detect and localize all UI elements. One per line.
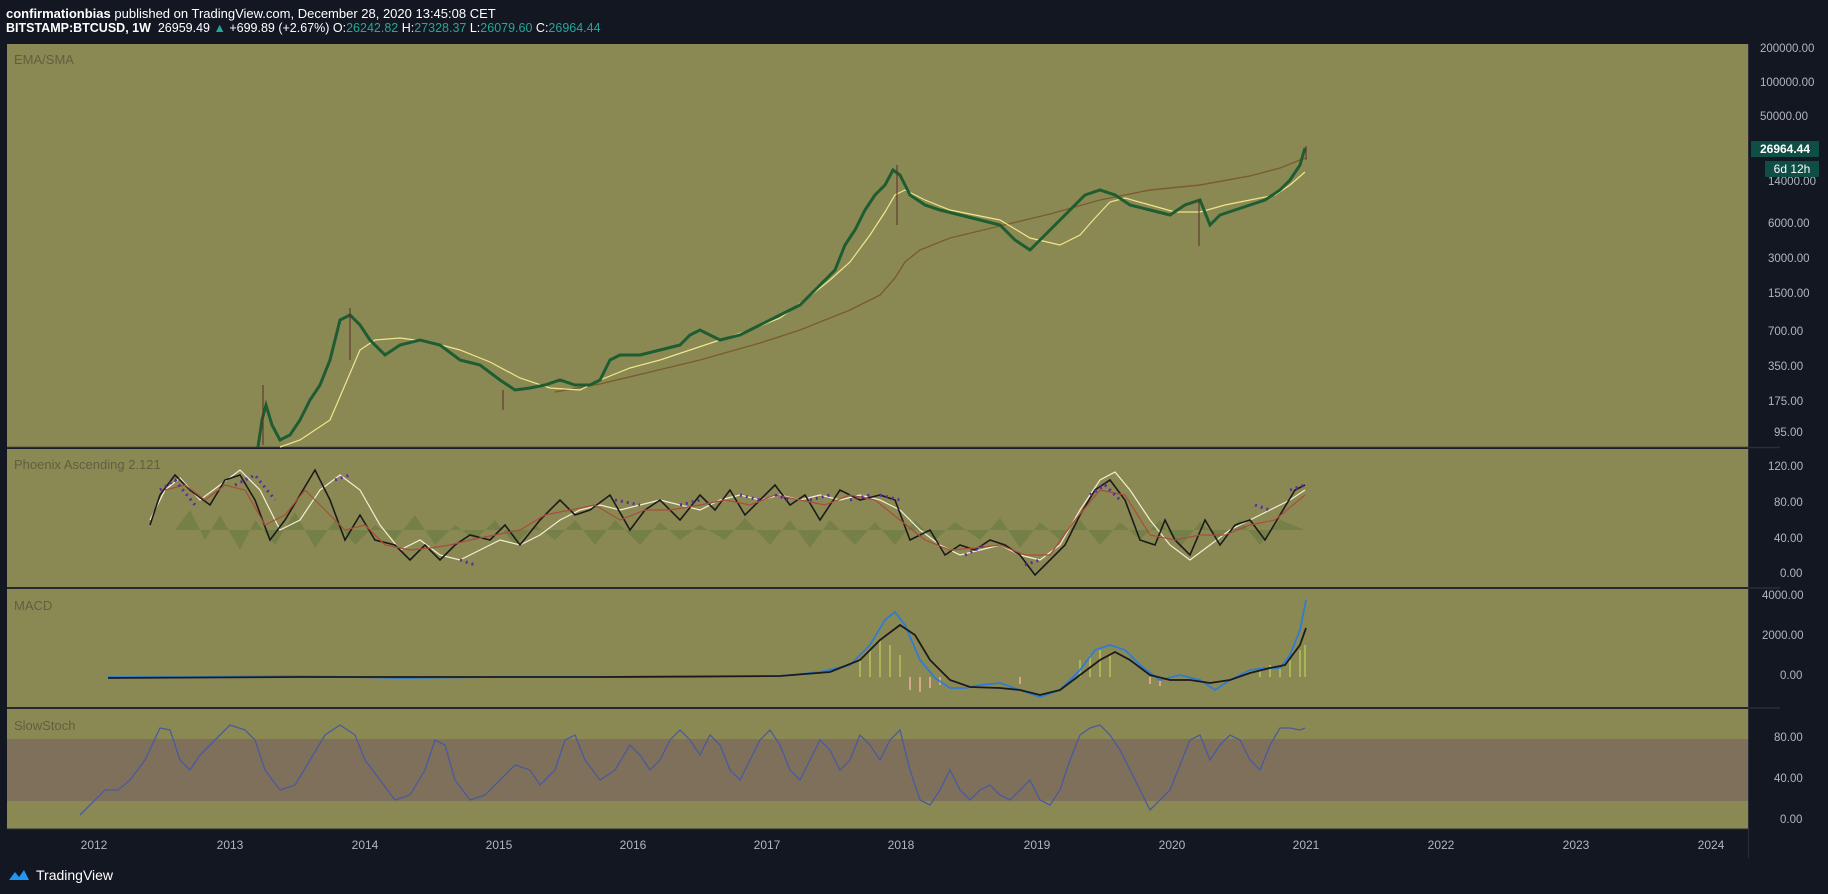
y-tick[interactable]: 175.00 [1768, 396, 1804, 408]
tradingview-brand[interactable]: TradingView [8, 867, 113, 883]
open-value: 26242.82 [346, 21, 399, 35]
y-tick[interactable]: 80.00 [1774, 732, 1803, 744]
y-tick[interactable]: 1500.00 [1768, 288, 1810, 300]
macd-pane-title[interactable]: MACD [14, 598, 53, 613]
price-change: +699.89 (+2.67%) [229, 21, 330, 35]
phoenix-white-line [149, 469, 1306, 561]
x-tick[interactable]: 2022 [1427, 838, 1455, 852]
macd-histogram [859, 640, 1306, 677]
phoenix-black-line [149, 468, 1306, 577]
footer: TradingView [0, 858, 1828, 894]
y-tick[interactable]: 200000.00 [1760, 43, 1815, 55]
stoch-band [7, 739, 1748, 801]
y-tick[interactable]: 350.00 [1768, 361, 1804, 373]
stoch-line [79, 724, 1306, 816]
y-tick[interactable]: 700.00 [1768, 326, 1804, 338]
chart-header: confirmationbias published on TradingVie… [0, 0, 1828, 44]
x-tick[interactable]: 2023 [1562, 838, 1590, 852]
x-tick[interactable]: 2020 [1158, 838, 1186, 852]
y-tick[interactable]: 4000.00 [1762, 590, 1804, 602]
main-pane[interactable] [7, 44, 1748, 447]
last-price: 26959.49 [157, 21, 210, 35]
symbol-line: BITSTAMP:BTCUSD, 1W 26959.49 ▲ +699.89 (… [6, 21, 601, 35]
symbol-name[interactable]: BITSTAMP:BTCUSD, 1W [6, 21, 151, 35]
y-tick[interactable]: 3000.00 [1768, 253, 1810, 265]
high-label: H: [401, 21, 415, 35]
close-value: 26964.44 [548, 21, 601, 35]
phoenix-pane[interactable] [7, 449, 1748, 587]
low-label: L: [469, 21, 481, 35]
up-arrow-icon: ▲ [213, 21, 226, 35]
x-tick[interactable]: 2016 [619, 838, 647, 852]
author-name[interactable]: confirmationbias [6, 6, 111, 21]
brand-name: TradingView [36, 867, 114, 883]
y-tick[interactable]: 120.00 [1768, 461, 1804, 473]
close-label: C: [535, 21, 549, 35]
x-tick[interactable]: 2024 [1697, 838, 1725, 852]
y-tick[interactable]: 0.00 [1780, 814, 1803, 826]
low-value: 26079.60 [480, 21, 533, 35]
stoch-pane-title[interactable]: SlowStoch [14, 718, 76, 733]
open-label: O: [332, 21, 347, 35]
price-wicks [262, 146, 1307, 445]
y-tick[interactable]: 0.00 [1780, 670, 1803, 682]
x-tick[interactable]: 2012 [80, 838, 108, 852]
phoenix-pane-title[interactable]: Phoenix Ascending 2.121 [14, 457, 161, 472]
y-tick[interactable]: 50000.00 [1760, 111, 1808, 123]
x-tick[interactable]: 2014 [351, 838, 379, 852]
phoenix-red-line [164, 484, 1306, 556]
last-price-label: 26964.44 [1751, 141, 1819, 157]
y-tick[interactable]: 14000.00 [1768, 176, 1816, 188]
publish-line: confirmationbias published on TradingVie… [6, 6, 496, 21]
main-pane-title[interactable]: EMA/SMA [14, 52, 74, 67]
phoenix-histogram [175, 510, 1305, 550]
y-tick[interactable]: 95.00 [1774, 427, 1803, 439]
x-tick[interactable]: 2017 [753, 838, 781, 852]
x-tick[interactable]: 2018 [887, 838, 915, 852]
price-candles [256, 147, 1307, 448]
y-tick[interactable]: 80.00 [1774, 497, 1803, 509]
sma-line [554, 157, 1306, 393]
publish-info: published on TradingView.com, December 2… [114, 6, 496, 21]
y-tick[interactable]: 6000.00 [1768, 218, 1810, 230]
macd-pane[interactable] [7, 589, 1748, 707]
high-value: 27328.37 [414, 21, 467, 35]
y-tick[interactable]: 40.00 [1774, 773, 1803, 785]
y-tick[interactable]: 100000.00 [1760, 77, 1815, 89]
y-tick[interactable]: 40.00 [1774, 533, 1803, 545]
x-tick[interactable]: 2019 [1023, 838, 1051, 852]
bar-countdown: 6d 12h [1765, 161, 1819, 177]
y-tick[interactable]: 2000.00 [1762, 630, 1804, 642]
x-tick[interactable]: 2015 [485, 838, 513, 852]
signal-line [107, 623, 1307, 696]
x-tick[interactable]: 2021 [1292, 838, 1320, 852]
tradingview-logo-icon [9, 870, 29, 880]
phoenix-dots [159, 473, 1306, 567]
y-tick[interactable]: 0.00 [1780, 568, 1803, 580]
x-tick[interactable]: 2013 [216, 838, 244, 852]
